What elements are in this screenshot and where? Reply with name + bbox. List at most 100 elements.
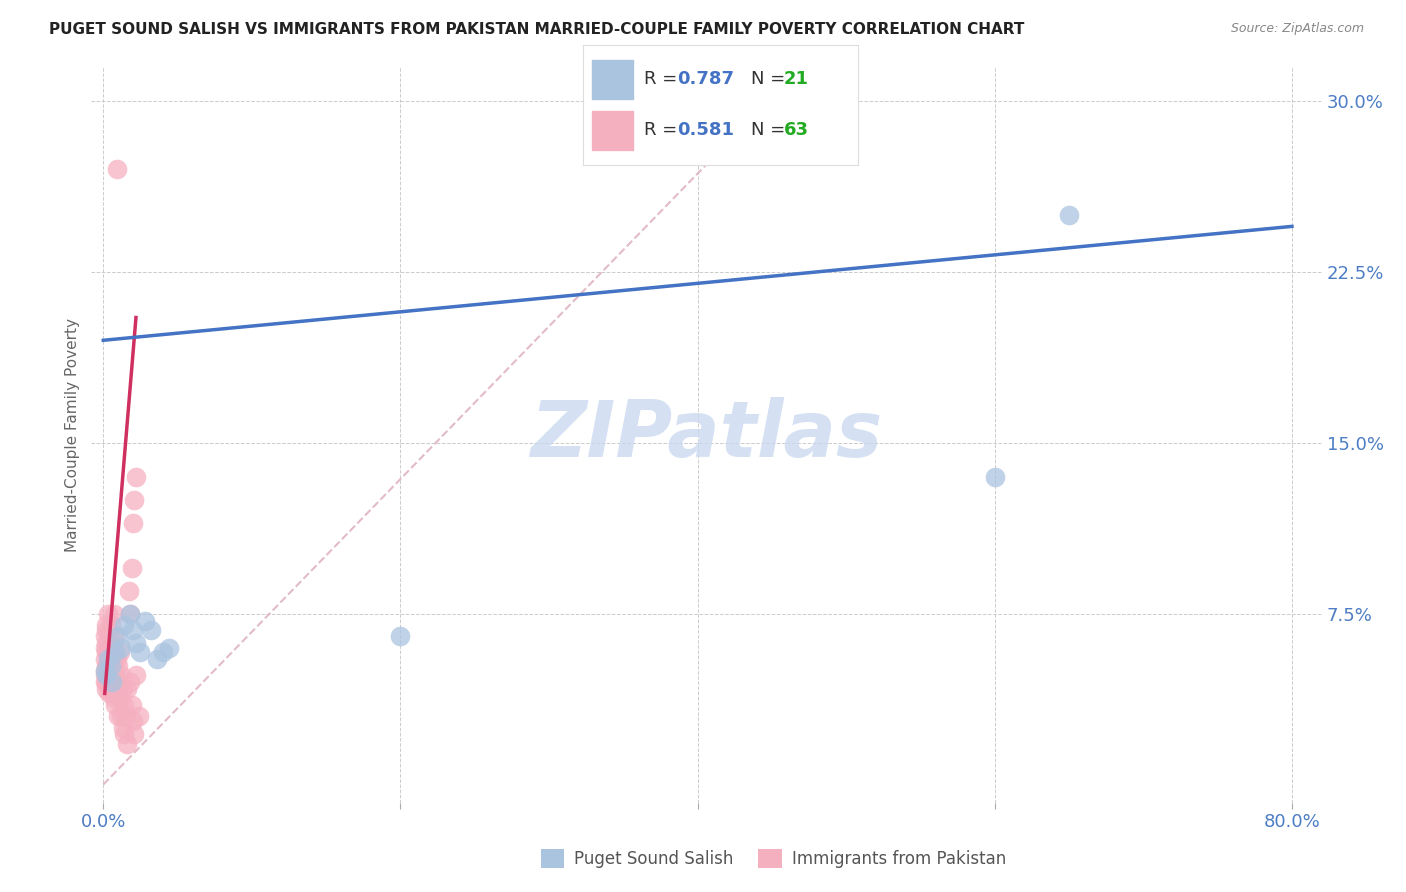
- Point: [108, 691, 131, 706]
- Point: [110, 668, 132, 682]
- Point: [104, 668, 127, 682]
- Text: 63: 63: [783, 121, 808, 139]
- Point: [389, 630, 412, 644]
- Point: [118, 607, 141, 621]
- Point: [134, 614, 156, 628]
- Text: 0.787: 0.787: [676, 70, 734, 88]
- Point: [112, 698, 135, 712]
- Point: [96, 623, 118, 637]
- Point: [121, 561, 143, 575]
- Point: [94, 630, 117, 644]
- Point: [94, 675, 117, 690]
- Point: [115, 737, 138, 751]
- Point: [125, 636, 148, 650]
- Point: [96, 668, 118, 682]
- Point: [122, 714, 145, 728]
- Point: [108, 645, 131, 659]
- Text: R =: R =: [644, 121, 683, 139]
- Point: [96, 659, 118, 673]
- Point: [101, 675, 124, 690]
- Text: N =: N =: [751, 70, 790, 88]
- Point: [100, 645, 122, 659]
- Point: [97, 652, 120, 666]
- Text: 0.581: 0.581: [676, 121, 734, 139]
- Point: [100, 659, 122, 673]
- Point: [105, 162, 128, 177]
- Point: [121, 698, 143, 712]
- Point: [111, 681, 134, 696]
- Point: [103, 652, 125, 666]
- Point: [112, 618, 135, 632]
- Point: [104, 645, 127, 659]
- Point: [104, 698, 127, 712]
- Point: [122, 623, 145, 637]
- Point: [98, 686, 121, 700]
- Point: [111, 721, 134, 735]
- Point: [105, 681, 128, 696]
- Point: [112, 727, 135, 741]
- Point: [984, 470, 1007, 484]
- Text: R =: R =: [644, 70, 683, 88]
- Text: PUGET SOUND SALISH VS IMMIGRANTS FROM PAKISTAN MARRIED-COUPLE FAMILY POVERTY COR: PUGET SOUND SALISH VS IMMIGRANTS FROM PA…: [49, 22, 1025, 37]
- Point: [97, 668, 120, 682]
- Text: N =: N =: [751, 121, 790, 139]
- Point: [97, 640, 120, 655]
- Point: [122, 516, 145, 530]
- Point: [107, 659, 129, 673]
- Point: [101, 675, 124, 690]
- Text: Source: ZipAtlas.com: Source: ZipAtlas.com: [1230, 22, 1364, 36]
- Y-axis label: Married-Couple Family Poverty: Married-Couple Family Poverty: [65, 318, 80, 552]
- Point: [157, 640, 180, 655]
- Point: [107, 630, 129, 644]
- Point: [96, 681, 118, 696]
- Point: [97, 652, 120, 666]
- Text: ZIPatlas: ZIPatlas: [530, 397, 883, 473]
- Legend: Puget Sound Salish, Immigrants from Pakistan: Puget Sound Salish, Immigrants from Paki…: [534, 842, 1012, 875]
- Point: [129, 645, 152, 659]
- Point: [101, 640, 124, 655]
- Point: [100, 668, 122, 682]
- Point: [100, 618, 122, 632]
- Point: [124, 492, 146, 507]
- Point: [100, 652, 122, 666]
- Point: [107, 709, 129, 723]
- Point: [110, 709, 132, 723]
- Point: [107, 675, 129, 690]
- Point: [145, 652, 167, 666]
- Point: [97, 607, 120, 621]
- Point: [152, 645, 174, 659]
- Point: [139, 623, 162, 637]
- Point: [1057, 208, 1080, 222]
- Point: [105, 652, 128, 666]
- Point: [125, 470, 148, 484]
- Point: [94, 668, 117, 682]
- Point: [124, 727, 146, 741]
- Point: [125, 668, 148, 682]
- Text: 21: 21: [783, 70, 808, 88]
- Point: [94, 664, 117, 678]
- Point: [94, 664, 117, 678]
- Point: [96, 636, 118, 650]
- Point: [103, 607, 125, 621]
- Bar: [592, 60, 633, 99]
- Point: [96, 645, 118, 659]
- Point: [114, 709, 136, 723]
- Point: [103, 691, 125, 706]
- Point: [104, 630, 127, 644]
- Point: [96, 618, 118, 632]
- Point: [98, 675, 121, 690]
- Point: [96, 675, 118, 690]
- Point: [118, 607, 141, 621]
- Point: [115, 681, 138, 696]
- Point: [117, 583, 139, 598]
- Point: [98, 630, 121, 644]
- Point: [98, 659, 121, 673]
- Point: [110, 640, 132, 655]
- Point: [94, 652, 117, 666]
- Point: [128, 709, 150, 723]
- Point: [118, 675, 141, 690]
- Point: [94, 640, 117, 655]
- Bar: [592, 111, 633, 150]
- Point: [97, 664, 120, 678]
- Point: [101, 659, 124, 673]
